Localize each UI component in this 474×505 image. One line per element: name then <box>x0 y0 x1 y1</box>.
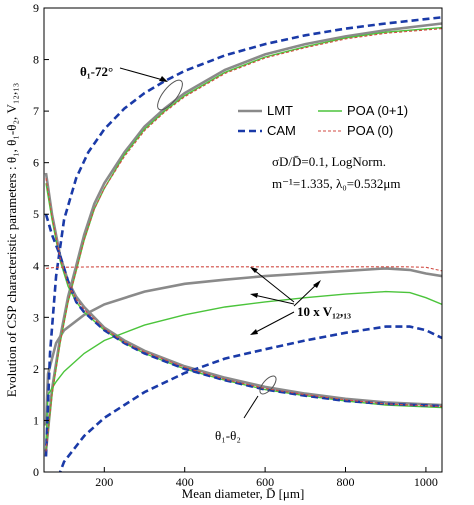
series-poa-0-1-v <box>45 290 442 442</box>
y-tick-label: 4 <box>33 259 39 273</box>
ticks: 200 400 600 800 1000 0 1 2 3 4 5 6 7 8 9 <box>33 1 438 489</box>
y-tick-label: 9 <box>33 1 39 15</box>
ellipse-theta1 <box>157 79 183 111</box>
plot-frame <box>43 7 443 473</box>
y-tick-label: 6 <box>33 156 39 170</box>
ellipse-theta-diff <box>259 375 277 395</box>
series-lmt-v <box>44 267 442 426</box>
annotation-index: m⁻¹=1.335, λ₀=0.532μm <box>272 176 400 191</box>
x-tick-label: 800 <box>337 475 355 489</box>
annotation-v: 10 x V₁₂,₁₃ <box>297 304 351 319</box>
x-tick-label: 400 <box>176 475 194 489</box>
leader-theta-diff <box>243 395 259 419</box>
legend-label-lmt: LMT <box>267 103 293 118</box>
annotation-sigma: σD/D̄=0.1, LogNorm. <box>272 154 386 169</box>
legend-label-poa0: POA (0) <box>347 123 393 138</box>
series-poa-0-theta1 <box>45 28 442 452</box>
series-lmt-theta1 <box>44 22 442 452</box>
series-poa-0-1-theta1 <box>45 26 442 452</box>
y-tick-label: 1 <box>33 413 39 427</box>
series-poa-0-theta-diff <box>45 178 442 408</box>
arrowheads-v <box>250 267 321 335</box>
y-tick-label: 3 <box>33 310 39 324</box>
y-tick-label: 8 <box>33 53 39 67</box>
legend-label-cam: CAM <box>267 123 296 138</box>
series-cam-theta1 <box>44 16 442 457</box>
y-axis-title: Evolution of CSP characteristic paramete… <box>4 83 19 398</box>
arrows-v <box>253 269 319 334</box>
arrow-theta1 <box>119 67 164 81</box>
plot-lines <box>44 16 442 472</box>
x-tick-label: 600 <box>256 475 274 489</box>
annotation-theta1: θ₁-72° <box>80 64 113 79</box>
annotation-theta-diff: θ₁-θ₂ <box>215 428 241 443</box>
y-tick-label: 0 <box>33 465 39 479</box>
y-tick-label: 2 <box>33 362 39 376</box>
y-tick-label: 7 <box>33 104 39 118</box>
y-tick-label: 5 <box>33 207 39 221</box>
legend-label-poa01: POA (0+1) <box>347 103 408 118</box>
x-axis-title: Mean diameter, D̄ [μm] <box>182 486 305 501</box>
x-tick-label: 200 <box>95 475 113 489</box>
series-poa-0-v <box>45 266 442 272</box>
x-tick-label: 1000 <box>414 475 438 489</box>
legend: LMT POA (0+1) CAM POA (0) <box>238 103 408 138</box>
series-cam-theta-diff <box>44 213 442 408</box>
series-cam-v <box>58 325 442 472</box>
arrowhead-theta1 <box>159 76 168 82</box>
